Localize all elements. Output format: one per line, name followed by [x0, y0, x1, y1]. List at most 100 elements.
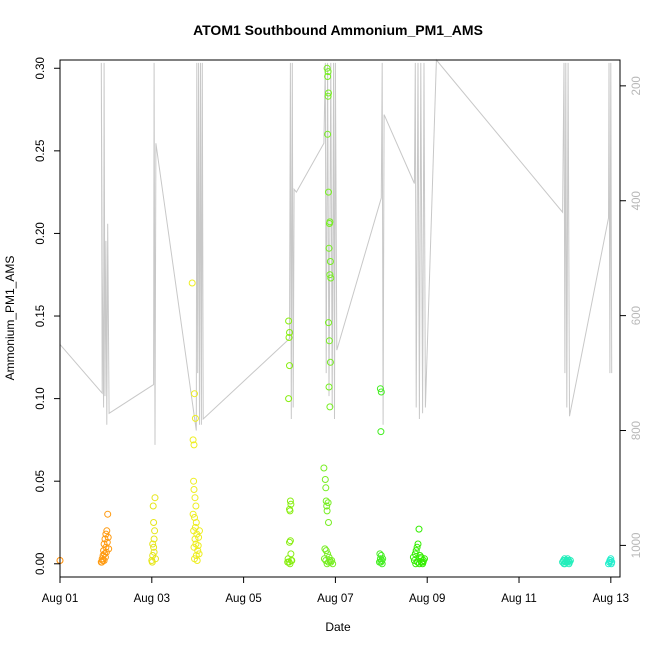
data-point: [416, 552, 424, 559]
data-point: [286, 362, 293, 370]
data-point: [286, 507, 294, 515]
data-point: [189, 510, 197, 518]
data-point: [192, 502, 200, 510]
series-3: [188, 279, 203, 564]
data-point: [150, 519, 158, 526]
data-point: [324, 68, 332, 76]
data-point: [378, 560, 386, 568]
data-point: [419, 558, 427, 566]
data-point: [321, 476, 329, 483]
series-5: [320, 64, 337, 568]
data-point: [286, 538, 293, 546]
x-tick-label: Aug 13: [593, 593, 629, 605]
data-point: [412, 547, 420, 555]
data-point: [560, 560, 568, 568]
right-axis: 200 400 600 800 1000: [620, 76, 643, 558]
data-point: [191, 535, 199, 543]
series-4: [284, 317, 296, 568]
data-point: [607, 560, 615, 568]
data-point: [190, 441, 198, 449]
data-point: [151, 494, 159, 502]
data-point: [324, 92, 332, 100]
data-points: [56, 64, 616, 568]
right-tick-label: 1000: [631, 533, 643, 559]
data-point: [191, 414, 199, 422]
series-2: [148, 494, 159, 566]
right-tick-label: 600: [631, 306, 643, 325]
right-tick-label: 400: [631, 191, 643, 210]
data-point: [324, 73, 332, 80]
data-point: [101, 550, 108, 558]
x-tick-label: Aug 11: [501, 593, 537, 605]
data-point: [191, 494, 199, 502]
data-point: [323, 502, 331, 510]
y-tick-label: 0.30: [35, 57, 47, 79]
right-tick-label: 200: [631, 76, 643, 95]
data-point: [326, 403, 334, 411]
data-point: [414, 540, 422, 548]
data-point: [322, 497, 330, 505]
x-tick-label: Aug 07: [317, 593, 353, 605]
data-point: [327, 274, 335, 282]
data-point: [323, 507, 331, 515]
pressure-trace: [59, 58, 613, 445]
data-point: [325, 220, 333, 227]
data-point: [192, 519, 200, 526]
data-point: [325, 244, 333, 252]
data-point: [103, 538, 111, 546]
y-tick-label: 0.15: [35, 305, 47, 327]
y-axis-label: Ammonium_PM1_AMS: [3, 256, 17, 381]
data-point: [285, 395, 293, 403]
data-point: [323, 64, 331, 72]
data-point: [326, 358, 334, 366]
x-tick-label: Aug 01: [42, 593, 78, 605]
data-point: [150, 543, 158, 551]
y-tick-label: 0.20: [35, 222, 47, 244]
data-point: [151, 527, 159, 535]
data-point: [189, 436, 197, 444]
data-point: [377, 558, 385, 566]
data-point: [101, 553, 109, 561]
data-point: [325, 89, 332, 97]
data-point: [104, 533, 112, 541]
data-point: [285, 317, 293, 325]
data-point: [285, 334, 293, 341]
data-point: [411, 550, 419, 558]
y-tick-label: 0.10: [35, 387, 47, 409]
data-point: [325, 188, 332, 196]
data-point: [150, 548, 158, 556]
data-point: [376, 385, 384, 393]
right-tick-label: 800: [631, 421, 643, 440]
data-point: [413, 543, 421, 551]
data-point: [195, 550, 203, 558]
data-point: [287, 500, 295, 508]
data-point: [194, 547, 202, 555]
data-point: [152, 555, 159, 563]
data-point: [326, 258, 334, 265]
data-point: [415, 560, 423, 568]
x-tick-label: Aug 05: [225, 593, 261, 605]
data-point: [322, 484, 330, 492]
data-point: [150, 535, 158, 543]
x-axis: Aug 01 Aug 03 Aug 05 Aug 07 Aug 09 Aug 11 Aug …: [42, 576, 629, 605]
chart-title: ATOM1 Southbound Ammonium_PM1_AMS: [193, 22, 483, 38]
data-point: [326, 271, 334, 279]
series-8: [559, 555, 574, 568]
data-point: [325, 383, 333, 391]
data-point: [322, 547, 330, 555]
series-6: [376, 385, 387, 568]
plot-frame: [59, 59, 621, 578]
data-point: [193, 557, 201, 564]
data-point: [324, 130, 332, 138]
y-tick-label: 0.00: [35, 553, 47, 575]
y-axis: 0.00 0.05 0.10 0.15 0.20 0.25 0.30: [35, 57, 60, 575]
data-point: [412, 560, 420, 568]
data-point: [149, 502, 157, 510]
data-point: [194, 542, 202, 550]
series-1: [97, 510, 113, 566]
x-tick-label: Aug 09: [409, 593, 445, 605]
series-7: [409, 525, 428, 568]
data-point: [377, 552, 385, 559]
data-point: [379, 555, 387, 563]
